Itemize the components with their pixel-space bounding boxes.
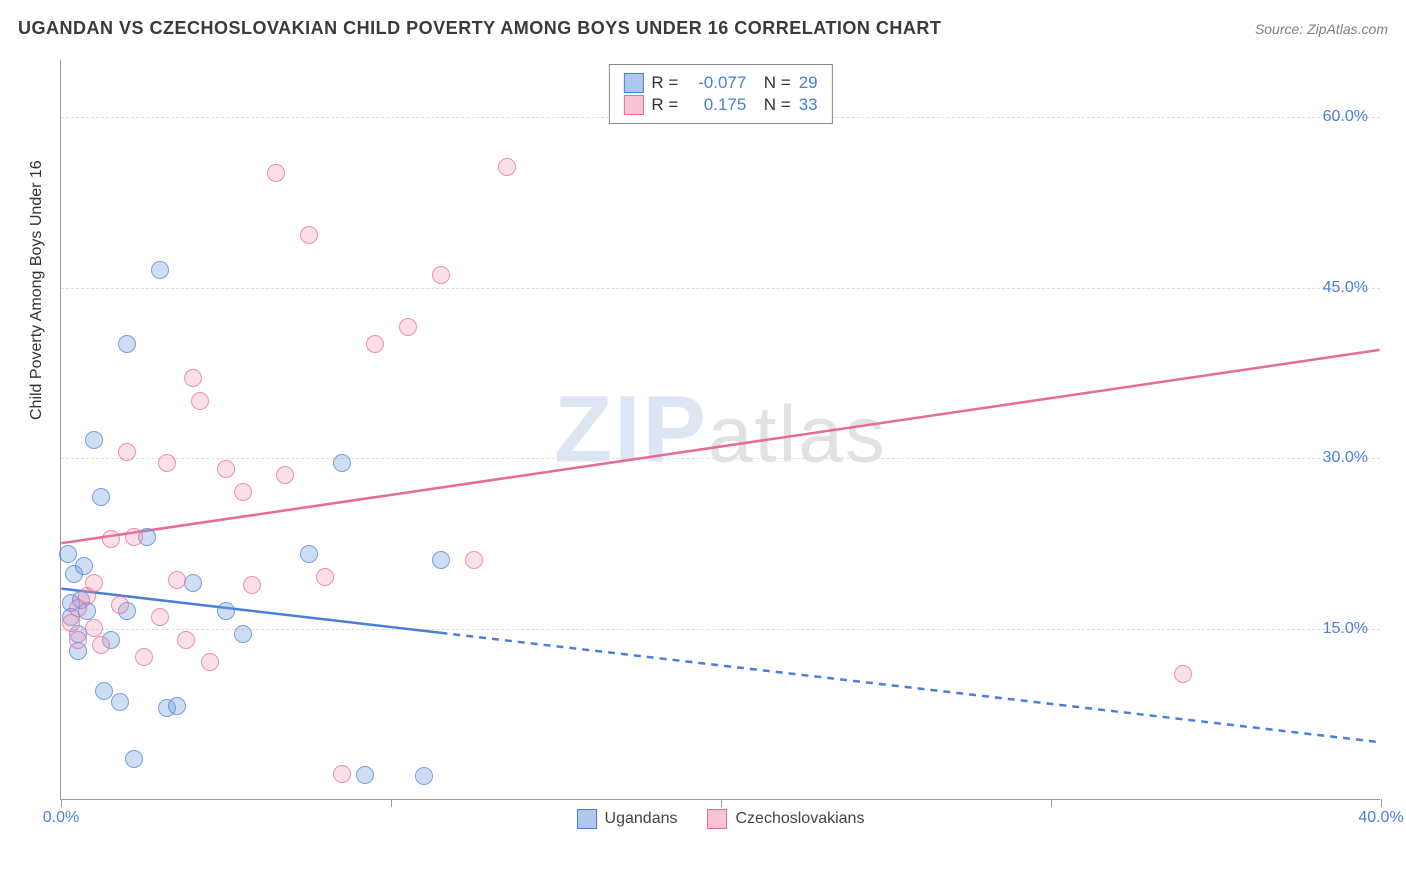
data-point — [92, 488, 110, 506]
data-point — [234, 625, 252, 643]
data-point — [366, 335, 384, 353]
stat-r-label: R = — [651, 95, 678, 115]
data-point — [111, 596, 129, 614]
data-point — [92, 636, 110, 654]
data-point — [158, 454, 176, 472]
data-point — [333, 765, 351, 783]
data-point — [118, 443, 136, 461]
data-point — [191, 392, 209, 410]
data-point — [111, 693, 129, 711]
data-point — [267, 164, 285, 182]
data-point — [168, 571, 186, 589]
data-point — [69, 631, 87, 649]
data-point — [95, 682, 113, 700]
data-point — [75, 557, 93, 575]
data-point — [432, 551, 450, 569]
data-point — [125, 750, 143, 768]
x-tick-label: 0.0% — [43, 809, 79, 827]
data-point — [184, 369, 202, 387]
data-point — [432, 266, 450, 284]
x-tick-label: 40.0% — [1358, 809, 1403, 827]
swatch-blue — [623, 73, 643, 93]
x-tick — [1381, 799, 1382, 807]
legend-label-2: Czechoslovakians — [736, 810, 865, 828]
data-point — [399, 318, 417, 336]
stat-n-label: N = — [754, 95, 790, 115]
stat-r-value-1: -0.077 — [686, 73, 746, 93]
stats-row-ugandans: R = -0.077 N = 29 — [623, 73, 817, 93]
data-point — [151, 608, 169, 626]
swatch-pink — [623, 95, 643, 115]
data-point — [498, 158, 516, 176]
data-point — [234, 483, 252, 501]
data-point — [184, 574, 202, 592]
series-legend: Ugandans Czechoslovakians — [565, 809, 877, 829]
data-point — [276, 466, 294, 484]
data-point — [85, 431, 103, 449]
data-point — [125, 528, 143, 546]
data-point — [177, 631, 195, 649]
data-point — [135, 648, 153, 666]
data-point — [356, 766, 374, 784]
swatch-pink — [708, 809, 728, 829]
data-point — [85, 619, 103, 637]
source-attribution: Source: ZipAtlas.com — [1255, 21, 1388, 37]
data-point — [1174, 665, 1192, 683]
x-tick — [721, 799, 722, 807]
stat-n-value-2: 33 — [799, 95, 818, 115]
y-tick-label: 15.0% — [1323, 620, 1368, 638]
data-point — [59, 545, 77, 563]
stat-r-value-2: 0.175 — [686, 95, 746, 115]
data-point — [300, 545, 318, 563]
x-tick — [61, 799, 62, 807]
y-tick-label: 45.0% — [1323, 279, 1368, 297]
data-point — [85, 574, 103, 592]
x-tick — [1051, 799, 1052, 807]
data-point — [465, 551, 483, 569]
data-point — [243, 576, 261, 594]
stats-row-czechoslovakians: R = 0.175 N = 33 — [623, 95, 817, 115]
data-point — [151, 261, 169, 279]
data-point — [316, 568, 334, 586]
data-point — [102, 530, 120, 548]
data-point — [217, 460, 235, 478]
legend-item-czechoslovakians: Czechoslovakians — [708, 809, 865, 829]
source-label: Source: — [1255, 21, 1303, 37]
chart-title: UGANDAN VS CZECHOSLOVAKIAN CHILD POVERTY… — [18, 18, 941, 39]
y-tick-label: 60.0% — [1323, 108, 1368, 126]
y-axis-label: Child Poverty Among Boys Under 16 — [28, 160, 46, 420]
data-point — [118, 335, 136, 353]
scatter-chart: ZIPatlas R = -0.077 N = 29 R = 0.175 N =… — [60, 60, 1380, 800]
stat-r-label: R = — [651, 73, 678, 93]
data-point — [415, 767, 433, 785]
y-tick-label: 30.0% — [1323, 449, 1368, 467]
stats-legend: R = -0.077 N = 29 R = 0.175 N = 33 — [608, 64, 832, 124]
legend-label-1: Ugandans — [605, 810, 678, 828]
swatch-blue — [577, 809, 597, 829]
data-point — [168, 697, 186, 715]
source-name: ZipAtlas.com — [1307, 21, 1388, 37]
data-point — [217, 602, 235, 620]
stat-n-label: N = — [754, 73, 790, 93]
data-point — [300, 226, 318, 244]
data-point — [201, 653, 219, 671]
stat-n-value-1: 29 — [799, 73, 818, 93]
data-point — [333, 454, 351, 472]
legend-item-ugandans: Ugandans — [577, 809, 678, 829]
regression-lines — [61, 60, 1380, 799]
x-tick — [391, 799, 392, 807]
